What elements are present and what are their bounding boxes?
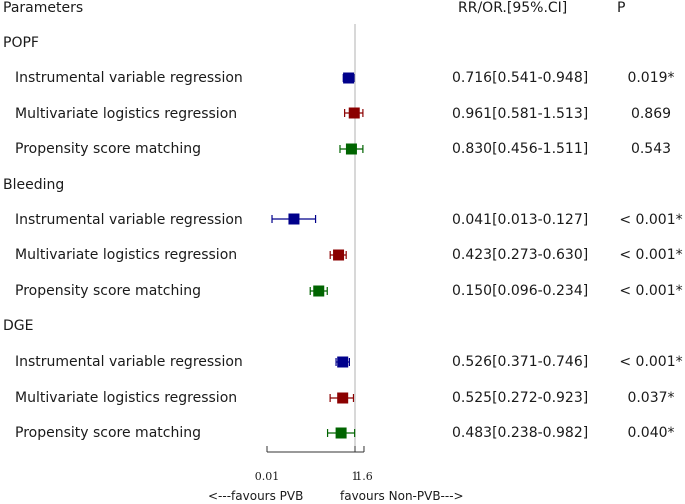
axis-tick-label: 1.6 <box>355 470 373 483</box>
row-p: < 0.001* <box>619 354 683 370</box>
header-estimate: RR/OR.[95%.CI] <box>458 0 568 16</box>
row-label: Multivariate logistics regression <box>15 247 238 263</box>
ci-mark <box>342 72 355 84</box>
row-label: Propensity score matching <box>15 283 201 299</box>
point-estimate <box>345 143 357 155</box>
row-ci: 0.423[0.273-0.630] <box>452 247 589 263</box>
row-label: Propensity score matching <box>15 141 201 157</box>
point-estimate <box>335 427 347 439</box>
row-label: Instrumental variable regression <box>15 70 243 86</box>
header-p: P <box>617 0 626 16</box>
point-estimate <box>343 72 355 84</box>
row-p: < 0.001* <box>619 283 683 299</box>
header-parameters: Parameters <box>3 0 84 16</box>
point-estimate <box>337 392 349 404</box>
row-p: 0.019* <box>627 70 675 86</box>
row-label: Instrumental variable regression <box>15 354 243 370</box>
axis-tick-label: 1 <box>352 470 359 483</box>
group-title-bleeding: Bleeding <box>3 177 65 193</box>
row-p: 0.040* <box>627 425 675 441</box>
row-ci: 0.526[0.371-0.746] <box>452 354 589 370</box>
x-axis: 0.01 11.6 <box>255 446 373 483</box>
row-label: Multivariate logistics regression <box>15 390 238 406</box>
row-label: Instrumental variable regression <box>15 212 243 228</box>
row-p: < 0.001* <box>619 247 683 263</box>
ci-mark <box>329 249 347 261</box>
row-ci: 0.525[0.272-0.923] <box>452 390 589 406</box>
group-title-popf: POPF <box>3 35 39 51</box>
ci-mark <box>309 285 328 297</box>
favours-left-label: <---favours PVB <box>208 489 304 503</box>
ci-mark <box>271 213 317 225</box>
row-ci: 0.483[0.238-0.982] <box>452 425 589 441</box>
point-estimate <box>337 356 349 368</box>
favours-right-label: favours Non-PVB---> <box>340 489 464 503</box>
point-estimate <box>313 285 325 297</box>
row-label: Multivariate logistics regression <box>15 106 238 122</box>
ci-mark <box>335 356 351 368</box>
point-estimate <box>288 213 300 225</box>
row-ci: 0.150[0.096-0.234] <box>452 283 589 299</box>
row-ci: 0.041[0.013-0.127] <box>452 212 589 228</box>
ci-mark <box>329 392 355 404</box>
ci-mark <box>344 107 364 119</box>
point-estimate <box>348 107 360 119</box>
ci-mark <box>326 427 356 439</box>
row-p: < 0.001* <box>619 212 683 228</box>
row-p: 0.543 <box>630 141 672 157</box>
point-estimate <box>333 249 345 261</box>
row-p: 0.037* <box>627 390 675 406</box>
row-ci: 0.716[0.541-0.948] <box>452 70 589 86</box>
row-ci: 0.830[0.456-1.511] <box>452 141 589 157</box>
group-title-dge: DGE <box>3 318 34 334</box>
row-label: Propensity score matching <box>15 425 201 441</box>
axis-tick-label: 0.01 <box>255 470 280 483</box>
row-ci: 0.961[0.581-1.513] <box>452 106 589 122</box>
row-p: 0.869 <box>630 106 672 122</box>
ci-mark <box>339 143 364 155</box>
